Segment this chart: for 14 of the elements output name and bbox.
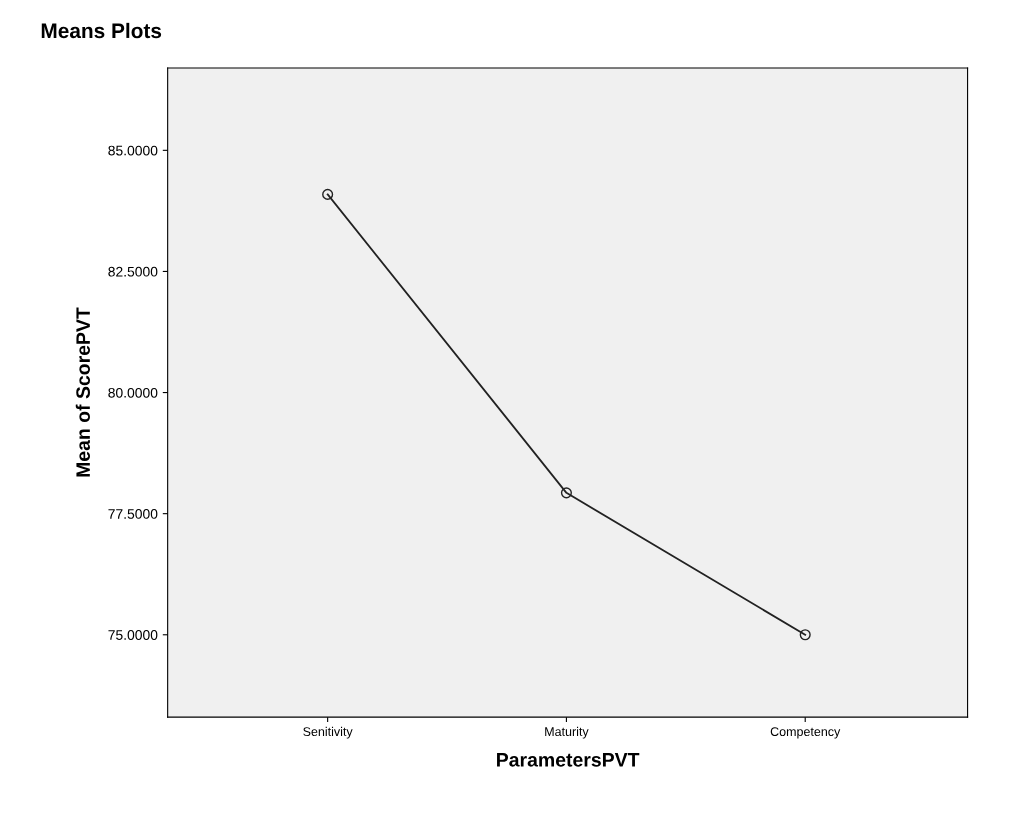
y-tick-label: 77.5000 <box>108 509 158 519</box>
y-tick-label: 75.0000 <box>108 630 158 640</box>
y-tick-label: 85.0000 <box>108 145 158 156</box>
chart-title: Means Plots <box>41 22 162 39</box>
y-axis-title: Mean of ScorePVT <box>75 307 91 477</box>
point <box>560 487 572 499</box>
x-tick-label: Senitivity <box>303 726 353 739</box>
x-tick-label: Maturity <box>545 726 589 739</box>
y-tick-label: 82.5000 <box>108 266 158 277</box>
point <box>322 188 334 200</box>
x-axis-title: ParametersPVT <box>497 753 640 767</box>
point <box>799 629 811 641</box>
x-tick-label: Competency <box>770 727 841 739</box>
y-tick-label: 80.0000 <box>108 387 158 398</box>
